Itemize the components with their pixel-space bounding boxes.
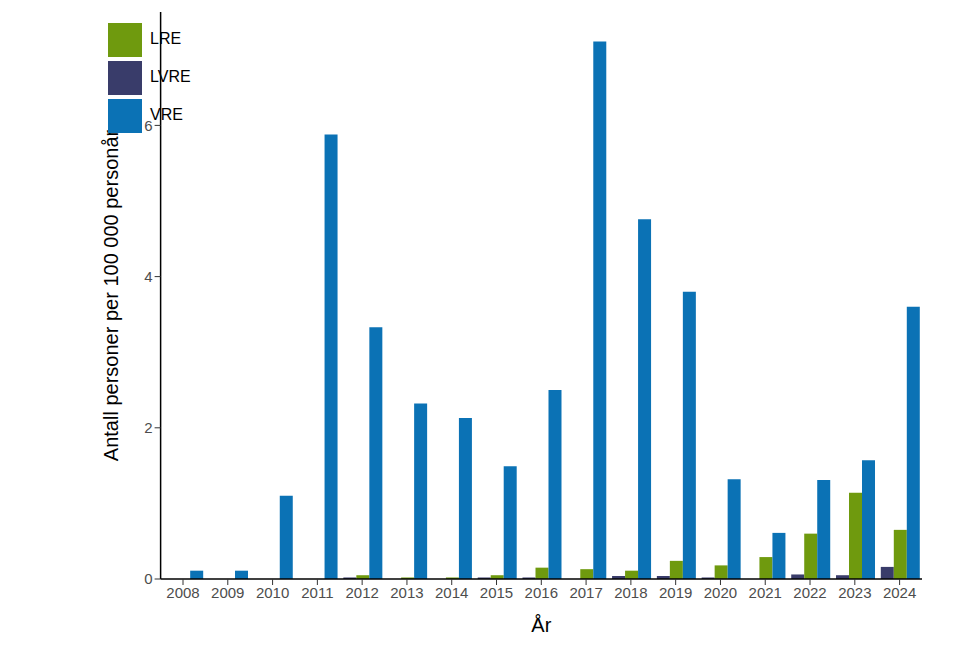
svg-text:2014: 2014 bbox=[435, 584, 468, 601]
svg-text:Antall personer per 100 000 pe: Antall personer per 100 000 personår bbox=[100, 129, 122, 461]
svg-text:2017: 2017 bbox=[569, 584, 602, 601]
svg-text:0: 0 bbox=[144, 570, 152, 587]
svg-text:2008: 2008 bbox=[166, 584, 199, 601]
html-text:LRE: LRE bbox=[150, 30, 182, 47]
svg-text:2023: 2023 bbox=[838, 584, 871, 601]
svg-text:2010: 2010 bbox=[256, 584, 289, 601]
svg-text:4: 4 bbox=[144, 268, 152, 285]
svg-text:2009: 2009 bbox=[211, 584, 244, 601]
svg-text:2011: 2011 bbox=[301, 584, 333, 601]
svg-text:2019: 2019 bbox=[659, 584, 692, 601]
html-text:LVRE: LVRE bbox=[150, 68, 191, 85]
svg-text:2016: 2016 bbox=[525, 584, 558, 601]
html-text:VRE: VRE bbox=[150, 106, 183, 123]
svg-text:2021: 2021 bbox=[749, 584, 782, 601]
svg-text:2013: 2013 bbox=[390, 584, 423, 601]
svg-text:2: 2 bbox=[144, 419, 152, 436]
svg-text:6: 6 bbox=[144, 117, 152, 134]
svg-text:2022: 2022 bbox=[793, 584, 826, 601]
svg-text:2024: 2024 bbox=[883, 584, 916, 601]
svg-text:År: År bbox=[531, 614, 551, 636]
svg-text:2020: 2020 bbox=[704, 584, 737, 601]
svg-text:2018: 2018 bbox=[614, 584, 647, 601]
svg-text:2012: 2012 bbox=[345, 584, 378, 601]
svg-text:2015: 2015 bbox=[480, 584, 513, 601]
